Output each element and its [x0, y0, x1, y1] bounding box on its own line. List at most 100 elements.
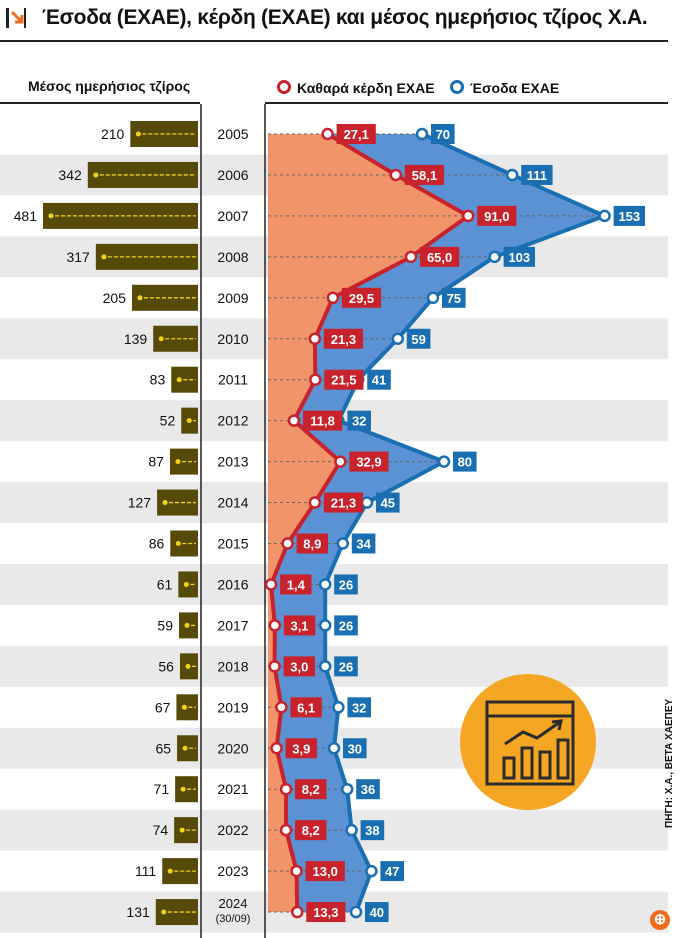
turnover-value-label: 86 [149, 536, 165, 552]
revenue-point [360, 496, 374, 509]
revenue-value-label: 75 [447, 291, 461, 306]
turnover-value-label: 52 [160, 413, 176, 429]
profit-value-label-box [302, 410, 343, 431]
year-sublabel: (30/09) [216, 913, 251, 925]
turnover-column-header: Μέσος ημερήσιος τζίρος [28, 78, 191, 94]
turnover-bar-dot [135, 131, 141, 137]
chart-badge-icon [460, 674, 596, 810]
year-label: 2013 [217, 454, 248, 470]
title-bar: Έσοδα (ΕΧΑΕ), κέρδη (ΕΧΑΕ) και μέσος ημε… [0, 0, 680, 36]
profit-value-label-box [280, 574, 312, 595]
profit-value-label: 91,0 [484, 209, 509, 224]
profit-point [290, 864, 303, 878]
turnover-value-label: 65 [155, 740, 171, 756]
revenue-value-label-box [334, 574, 358, 595]
revenue-point [349, 905, 363, 919]
profit-value-label: 65,0 [427, 250, 452, 265]
revenue-value-label: 40 [370, 905, 384, 920]
year-label: 2008 [217, 249, 248, 265]
row-stripe [0, 563, 668, 605]
profit-point [461, 209, 475, 223]
chart-badge-trend [504, 720, 561, 746]
revenue-point [505, 168, 519, 182]
year-label: 2017 [217, 617, 248, 633]
profit-value-label: 32,9 [356, 455, 381, 470]
chart-badge-bar [538, 750, 552, 780]
profit-point [291, 905, 304, 919]
profit-value-label-box [305, 861, 345, 882]
profit-point [279, 823, 293, 837]
profit-point [404, 250, 418, 264]
turnover-bar [176, 694, 198, 721]
revenue-value-label-box [347, 410, 371, 431]
revenue-point [598, 209, 611, 223]
revenue-value-label: 111 [527, 168, 547, 183]
revenue-point [415, 127, 429, 141]
year-label: 2018 [217, 658, 248, 674]
profit-value-label-box [296, 533, 328, 554]
turnover-value-label: 56 [158, 658, 174, 674]
revenue-value-label-box [360, 820, 385, 841]
turnover-value-label: 127 [128, 495, 152, 511]
year-label: 2007 [217, 208, 248, 224]
profit-point [264, 578, 278, 591]
year-label: 2011 [218, 372, 248, 388]
turnover-value-label: 481 [14, 208, 38, 224]
turnover-value-label: 131 [126, 904, 150, 920]
turnover-bar-dot [184, 622, 190, 628]
turnover-bar-dot [186, 418, 192, 424]
profit-value-label: 3,1 [290, 618, 308, 633]
revenue-value-label-box [406, 328, 431, 349]
turnover-bar-dot [185, 663, 191, 669]
year-label: 2021 [217, 781, 248, 797]
turnover-bar-dot [180, 786, 186, 792]
revenue-value-label-box [453, 451, 477, 472]
legend-revenue-marker [450, 80, 464, 94]
revenue-value-label-box [367, 369, 391, 390]
profit-value-label-box [323, 328, 364, 349]
revenue-value-label-box [503, 246, 535, 267]
revenue-value-label: 153 [618, 209, 640, 224]
turnover-bar-dot [176, 377, 182, 383]
revenue-value-label: 41 [372, 373, 386, 388]
profit-value-label: 6,1 [297, 700, 315, 715]
revenue-value-label-box [347, 697, 371, 718]
revenue-value-label: 32 [352, 414, 366, 429]
profit-value-label: 3,9 [292, 741, 310, 756]
revenue-point [318, 660, 332, 673]
revenue-point [365, 864, 378, 878]
revenue-value-label: 26 [339, 659, 353, 674]
year-label: 2020 [217, 740, 248, 756]
profit-value-label: 21,3 [331, 496, 356, 511]
profit-value-label-box [324, 369, 364, 390]
turnover-bar [175, 776, 198, 803]
profit-point [308, 332, 322, 345]
profit-point [308, 496, 322, 509]
revenue-point [345, 823, 358, 837]
turnover-bar-dot [162, 500, 168, 506]
chart-badge-bar [520, 746, 534, 780]
profit-point [268, 619, 282, 632]
revenue-value-label: 38 [365, 823, 379, 838]
profit-point [321, 127, 334, 141]
revenue-value-label-box [365, 902, 389, 923]
revenue-point [332, 701, 345, 714]
profit-point [334, 455, 347, 468]
chart-badge-window [485, 700, 575, 786]
chart-title: Έσοδα (ΕΧΑΕ), κέρδη (ΕΧΑΕ) και μέσος ημε… [42, 6, 648, 29]
revenue-point [318, 619, 332, 632]
year-label: 2014 [217, 495, 248, 511]
profit-value-label-box [306, 902, 346, 923]
turnover-value-label: 61 [157, 576, 173, 592]
turnover-bar-dot [167, 868, 173, 874]
legend-profit-marker [277, 80, 291, 94]
year-label: 2024 [219, 896, 248, 911]
profit-value-label-box [404, 164, 445, 185]
right-header-divider [265, 102, 668, 104]
profit-value-label: 1,4 [287, 577, 306, 592]
turnover-value-label: 342 [58, 167, 82, 183]
profit-point [326, 291, 340, 305]
profit-value-label: 11,8 [310, 414, 335, 429]
row-stripe [0, 645, 668, 687]
revenue-value-label-box [431, 124, 455, 144]
